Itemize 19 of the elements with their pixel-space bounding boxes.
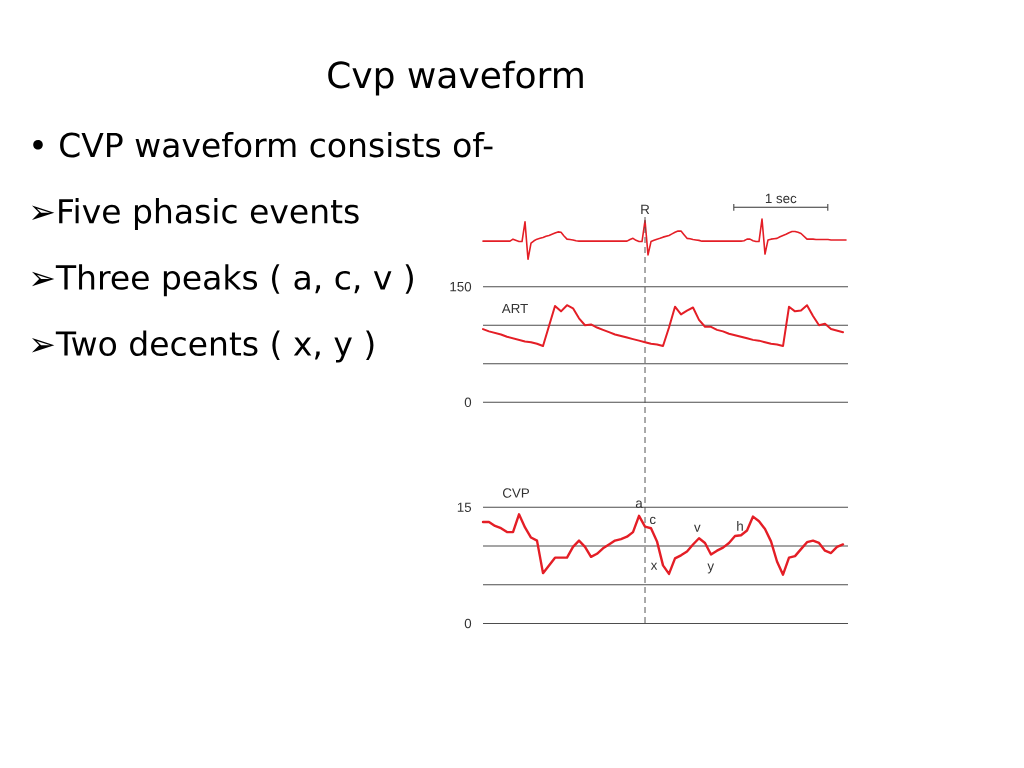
- text: ➢Two decents ( x, y ): [31, 330, 374, 363]
- annotation: h: [737, 521, 743, 531]
- y-tick-label: 0: [464, 618, 472, 629]
- annotation: x: [650, 562, 658, 570]
- text: 1 sec: [765, 193, 797, 204]
- text: ➢Three peaks ( a, c, v ): [31, 264, 413, 297]
- annotation: a: [635, 500, 643, 508]
- annotation: c: [649, 516, 656, 525]
- y-tick-label: 150: [450, 281, 472, 292]
- series-label: CVP: [502, 488, 530, 498]
- annotation: y: [707, 563, 715, 574]
- text: R: [641, 204, 650, 214]
- text: • CVP waveform consists of-: [33, 131, 493, 158]
- y-tick-label: 15: [457, 502, 472, 512]
- text: Cvp waveform: [328, 60, 583, 96]
- annotation: v: [694, 524, 701, 532]
- text: ➢Five phasic events: [31, 198, 359, 231]
- y-tick-label: 0: [464, 397, 472, 408]
- series-label: ART: [501, 303, 528, 314]
